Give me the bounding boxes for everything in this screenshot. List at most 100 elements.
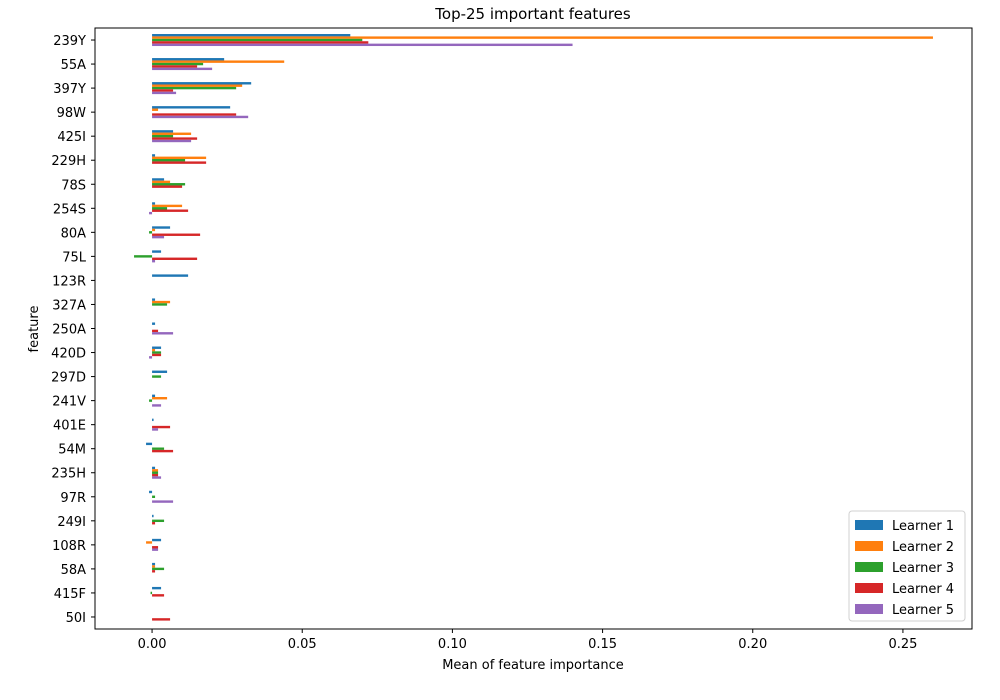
bar-80A-learner-2 (152, 228, 156, 232)
y-tick-label: 55A (61, 58, 87, 73)
bar-75L-learner-1 (152, 250, 162, 253)
legend-label-learner-3: Learner 3 (892, 561, 954, 576)
bar-229H-learner-1 (152, 154, 156, 157)
x-tick-label: 0.20 (738, 637, 767, 652)
y-axis: 239Y 55A 397Y 98W 425I 229H 78S 254S 80A 75L 123R 3… (51, 34, 95, 626)
bar-235H-learner-1 (152, 466, 156, 470)
y-tick-label: 97R (60, 491, 86, 506)
bar-327A-learner-1 (152, 298, 156, 301)
x-tick-label: 0.10 (438, 637, 467, 652)
bar-420D-learner-2 (152, 348, 156, 352)
bar-80A-learner-5 (152, 235, 165, 239)
y-tick-label: 235H (51, 467, 86, 482)
bar-108R-learner-4 (152, 546, 159, 549)
y-tick-label: 75L (62, 250, 87, 265)
bar-229H-learner-2 (152, 156, 207, 160)
y-tick-label: 249I (57, 515, 86, 530)
legend-swatch-learner-5 (855, 604, 883, 614)
bar-55A-learner-2 (152, 60, 285, 63)
bar-80A-learner-1 (152, 226, 171, 229)
bar-55A-learner-4 (152, 65, 198, 68)
y-axis-title: feature (27, 306, 42, 353)
y-tick-label: 415F (54, 587, 86, 602)
bar-239Y-learner-2 (152, 36, 933, 39)
bar-108R-learner-1 (152, 538, 162, 542)
bar-397Y-learner-1 (152, 82, 252, 85)
bar-415F-learner-4 (152, 594, 165, 597)
bar-415F-learner-1 (152, 586, 162, 590)
y-tick-label: 78S (61, 178, 86, 193)
y-tick-label: 50I (66, 611, 86, 626)
bar-249I-learner-4 (152, 522, 156, 525)
x-tick-label: 0.15 (588, 637, 617, 652)
bar-235H-learner-3 (152, 471, 159, 474)
x-tick-label: 0.00 (138, 637, 167, 652)
x-axis-title: Mean of feature importance (442, 658, 624, 673)
bar-58A-learner-1 (152, 562, 156, 566)
legend: Learner 1 Learner 2 Learner 3 Learner 4 Lear… (848, 510, 966, 622)
legend-swatch-learner-3 (855, 562, 883, 572)
y-tick-label: 80A (61, 226, 87, 241)
bar-397Y-learner-3 (152, 86, 237, 90)
y-tick-label: 241V (52, 395, 86, 410)
y-tick-label: 254S (53, 202, 86, 217)
bar-229H-learner-4 (152, 161, 207, 164)
bar-58A-learner-2 (152, 565, 156, 568)
bar-397Y-learner-2 (152, 84, 243, 87)
legend-label-learner-5: Learner 5 (892, 603, 954, 618)
bar-420D-learner-3 (152, 351, 162, 354)
bar-327A-learner-3 (152, 303, 168, 306)
bars-layer (134, 34, 933, 621)
bar-297D-learner-3 (152, 375, 162, 378)
bar-235H-learner-2 (152, 469, 159, 472)
y-tick-label: 425I (57, 130, 86, 145)
bar-297D-learner-1 (152, 370, 168, 373)
x-tick-label: 0.25 (888, 637, 917, 652)
bar-420D-learner-1 (152, 346, 162, 349)
bar-239Y-learner-5 (152, 43, 573, 47)
legend-swatch-learner-2 (855, 541, 883, 551)
bar-75L-learner-4 (152, 257, 198, 260)
bar-254S-learner-5 (149, 211, 153, 215)
bar-108R-learner-5 (152, 548, 159, 551)
bar-75L-learner-5 (152, 259, 156, 263)
y-tick-label: 54M (58, 443, 86, 458)
bar-78S-learner-4 (152, 185, 183, 188)
bar-250A-learner-5 (152, 332, 174, 335)
legend-label-learner-2: Learner 2 (892, 540, 954, 555)
x-tick-label: 0.05 (288, 637, 317, 652)
bar-75L-learner-3 (134, 255, 153, 258)
bar-50I-learner-4 (152, 618, 171, 621)
bar-80A-learner-3 (149, 231, 153, 234)
bar-239Y-learner-4 (152, 41, 369, 44)
bar-241V-learner-2 (152, 397, 168, 400)
bar-401E-learner-5 (152, 428, 159, 431)
bar-401E-learner-4 (152, 425, 171, 429)
bar-97R-learner-5 (152, 500, 174, 503)
bar-241V-learner-1 (152, 394, 156, 398)
bar-420D-learner-4 (152, 353, 162, 357)
bar-425I-learner-2 (152, 132, 192, 135)
bar-235H-learner-5 (152, 476, 162, 479)
y-tick-label: 58A (61, 563, 87, 578)
legend-label-learner-1: Learner 1 (892, 519, 954, 534)
bar-58A-learner-4 (152, 570, 156, 573)
bar-98W-learner-4 (152, 113, 237, 116)
legend-swatch-learner-1 (855, 520, 883, 530)
chart-title: Top-25 important features (434, 5, 631, 23)
bar-425I-learner-3 (152, 134, 174, 138)
x-axis: 0.00 0.05 0.10 0.15 0.20 0.25 (138, 629, 917, 652)
bar-55A-learner-1 (152, 58, 225, 61)
bar-249I-learner-1 (152, 514, 154, 518)
bar-58A-learner-3 (152, 567, 165, 571)
y-tick-label: 327A (52, 298, 86, 313)
bar-98W-learner-5 (152, 115, 249, 119)
bar-415F-learner-3 (150, 591, 153, 595)
bar-55A-learner-3 (152, 62, 204, 66)
legend-label-learner-4: Learner 4 (892, 582, 954, 597)
y-tick-label: 239Y (53, 34, 86, 49)
y-tick-label: 98W (57, 106, 87, 121)
bar-254S-learner-2 (152, 204, 183, 208)
bar-54M-learner-4 (152, 449, 174, 453)
y-tick-label: 297D (51, 371, 86, 386)
